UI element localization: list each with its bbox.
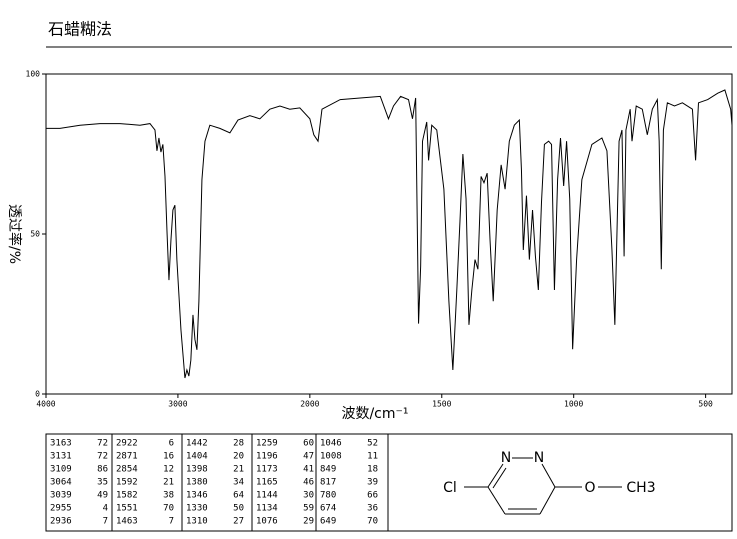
transmittance-cell: 46 [303, 478, 314, 488]
atom-label: N [501, 450, 511, 466]
structure [464, 457, 622, 515]
transmittance-cell: 12 [163, 465, 174, 475]
bond [487, 463, 504, 488]
atom-label: CH3 [626, 480, 655, 496]
transmittance-cell: 4 [103, 504, 108, 514]
transmittance-cell: 30 [303, 491, 314, 501]
transmittance-cell: 39 [367, 478, 378, 488]
transmittance-cell: 18 [367, 465, 378, 475]
transmittance-cell: 35 [97, 478, 108, 488]
x-axis-label: 波数/cm⁻¹ [341, 406, 408, 422]
wavenumber-cell: 1134 [256, 504, 278, 514]
x-tick-label: 1000 [564, 400, 583, 409]
wavenumber-cell: 2936 [50, 517, 72, 527]
wavenumber-cell: 849 [320, 465, 336, 475]
plot-frame [45, 73, 733, 395]
wavenumber-cell: 1442 [186, 439, 208, 449]
wavenumber-cell: 1346 [186, 491, 208, 501]
transmittance-cell: 72 [97, 439, 108, 449]
peak-table [45, 433, 733, 532]
x-tick-label: 1500 [432, 400, 451, 409]
y-tick-label: 50 [30, 230, 40, 239]
transmittance-cell: 11 [367, 452, 378, 462]
wavenumber-cell: 1404 [186, 452, 208, 462]
bond [492, 467, 507, 489]
wavenumber-cell: 1330 [186, 504, 208, 514]
wavenumber-cell: 3039 [50, 491, 72, 501]
transmittance-cell: 52 [367, 439, 378, 449]
atom-label: Cl [443, 480, 457, 496]
transmittance-cell: 70 [163, 504, 174, 514]
bond [541, 463, 556, 488]
chart-title: 石蜡糊法 [48, 20, 112, 39]
y-tick-label: 0 [35, 390, 40, 399]
wavenumber-cell: 2922 [116, 439, 138, 449]
transmittance-cell: 21 [233, 465, 244, 475]
transmittance-cell: 41 [303, 465, 314, 475]
wavenumber-cell: 2955 [50, 504, 72, 514]
wavenumber-cell: 1165 [256, 478, 278, 488]
wavenumber-cell: 817 [320, 478, 336, 488]
transmittance-cell: 49 [97, 491, 108, 501]
x-tick-label: 4000 [36, 400, 55, 409]
wavenumber-cell: 1582 [116, 491, 138, 501]
transmittance-cell: 7 [169, 517, 174, 527]
wavenumber-cell: 1380 [186, 478, 208, 488]
atom-label: N [534, 450, 544, 466]
transmittance-cell: 29 [303, 517, 314, 527]
transmittance-cell: 64 [233, 491, 244, 501]
wavenumber-cell: 1196 [256, 452, 278, 462]
y-axis-label: 透过率/% [6, 204, 23, 264]
x-tick-label: 3000 [168, 400, 187, 409]
transmittance-cell: 59 [303, 504, 314, 514]
transmittance-cell: 47 [303, 452, 314, 462]
wavenumber-cell: 674 [320, 504, 336, 514]
table-frame [45, 433, 733, 532]
bond [487, 486, 506, 515]
wavenumber-cell: 2871 [116, 452, 138, 462]
transmittance-cell: 20 [233, 452, 244, 462]
transmittance-cell: 36 [367, 504, 378, 514]
transmittance-cell: 60 [303, 439, 314, 449]
wavenumber-cell: 3064 [50, 478, 72, 488]
transmittance-cell: 28 [233, 439, 244, 449]
wavenumber-cell: 1398 [186, 465, 208, 475]
transmittance-cell: 27 [233, 517, 244, 527]
wavenumber-cell: 1046 [320, 439, 342, 449]
transmittance-cell: 70 [367, 517, 378, 527]
transmittance-cell: 66 [367, 491, 378, 501]
transmittance-cell: 6 [169, 439, 174, 449]
x-tick-label: 500 [698, 400, 713, 409]
transmittance-cell: 7 [103, 517, 108, 527]
wavenumber-cell: 3131 [50, 452, 72, 462]
wavenumber-cell: 1463 [116, 517, 138, 527]
wavenumber-cell: 780 [320, 491, 336, 501]
wavenumber-cell: 1008 [320, 452, 342, 462]
wavenumber-cell: 1076 [256, 517, 278, 527]
x-tick-label: 2000 [300, 400, 319, 409]
bond [539, 486, 556, 515]
wavenumber-cell: 649 [320, 517, 336, 527]
transmittance-cell: 72 [97, 452, 108, 462]
wavenumber-cell: 2854 [116, 465, 138, 475]
wavenumber-cell: 1310 [186, 517, 208, 527]
transmittance-cell: 21 [163, 478, 174, 488]
y-tick-label: 100 [26, 70, 41, 79]
wavenumber-cell: 1592 [116, 478, 138, 488]
wavenumber-cell: 1173 [256, 465, 278, 475]
wavenumber-cell: 1551 [116, 504, 138, 514]
transmittance-cell: 50 [233, 504, 244, 514]
transmittance-cell: 38 [163, 491, 174, 501]
spectrum-line [46, 89, 733, 379]
transmittance-cell: 34 [233, 478, 244, 488]
wavenumber-cell: 3163 [50, 439, 72, 449]
wavenumber-cell: 3109 [50, 465, 72, 475]
wavenumber-cell: 1144 [256, 491, 278, 501]
wavenumber-cell: 1259 [256, 439, 278, 449]
transmittance-cell: 86 [97, 465, 108, 475]
transmittance-cell: 16 [163, 452, 174, 462]
atom-label: O [584, 480, 595, 496]
